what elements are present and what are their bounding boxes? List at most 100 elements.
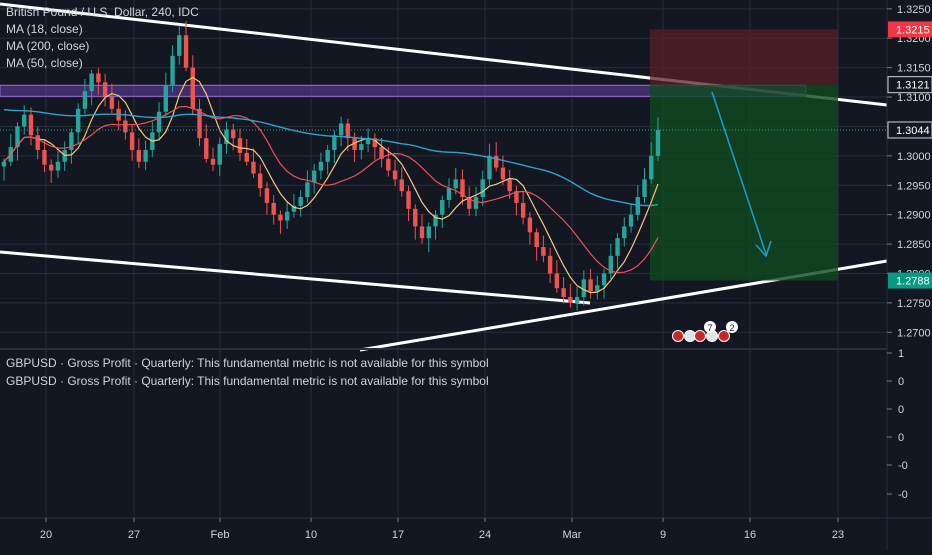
legend-ma50[interactable]: MA (50, close) (6, 56, 83, 70)
event-flag-icon (694, 330, 706, 342)
take-profit-zone (650, 84, 838, 281)
lower-pane-line-2: GBPUSD · Gross Profit · Quarterly: This … (6, 374, 489, 388)
candle-body (345, 123, 351, 139)
projection-arrow-line (711, 91, 767, 255)
candle-body (35, 135, 40, 150)
candle-body (527, 217, 533, 233)
lower-tick-label: 0 (898, 404, 904, 416)
candle-body (237, 138, 243, 153)
candle-body (224, 129, 229, 145)
time-tick-label: 24 (479, 529, 491, 541)
legend-ma18[interactable]: MA (18, close) (6, 22, 83, 36)
price-label-text: 1.3215 (896, 24, 930, 36)
candle-body (588, 279, 593, 292)
candle-body (406, 191, 411, 209)
price-tick-label: 1.2750 (897, 298, 931, 310)
candle-body (136, 149, 142, 162)
time-tick-label: 16 (744, 529, 756, 541)
candle-body (541, 247, 546, 256)
candle-body (55, 161, 61, 171)
candle-body (581, 279, 587, 298)
candle-body (608, 255, 614, 274)
candle-body (473, 197, 479, 209)
candle-body (143, 149, 148, 162)
candle-body (177, 35, 182, 56)
lower-tick-label: 0 (898, 432, 904, 444)
time-tick-label: Mar (563, 529, 582, 541)
price-label-box (887, 76, 932, 94)
candle-body (386, 158, 391, 171)
candle-body (622, 226, 627, 239)
time-tick-label: 9 (660, 529, 666, 541)
price-label-text: 1.2788 (896, 276, 930, 288)
candle-body (595, 285, 600, 292)
candle-body (440, 199, 445, 215)
candle-body (311, 170, 317, 183)
legend-symbol-title[interactable]: British Pound / U.S. Dollar, 240, IDC (6, 5, 199, 19)
candle-body (460, 179, 465, 198)
candle-body (649, 155, 654, 180)
event-count-badge (704, 321, 716, 333)
price-tick-label: 1.3100 (897, 92, 931, 104)
candle-body (534, 232, 539, 248)
candle-body (258, 173, 263, 189)
candle-body (635, 197, 640, 215)
candle-body (284, 211, 290, 221)
candle-body (372, 138, 378, 148)
candle-body (520, 202, 526, 218)
candle-body (574, 297, 580, 303)
candle-body (493, 155, 499, 168)
legend-ma200[interactable]: MA (200, close) (6, 39, 90, 53)
candle-body (507, 179, 512, 192)
candle-body (399, 179, 404, 192)
candle-body (244, 152, 249, 162)
candle-body (170, 55, 175, 86)
candle-body (264, 188, 270, 203)
lower-tick-label: -0 (898, 460, 908, 472)
candle-body (426, 226, 431, 239)
candle-body (446, 188, 452, 200)
projection-arrow-head (755, 240, 772, 258)
lower-tick-label: -0 (898, 489, 908, 501)
price-label-box (888, 272, 932, 289)
candle-body (642, 179, 647, 198)
price-tick-label: 1.3000 (897, 151, 931, 163)
candle-body (251, 161, 256, 174)
time-tick-label: 23 (832, 529, 844, 541)
lower-tick-label: 0 (898, 376, 904, 388)
candle-body (318, 161, 324, 171)
candle-body (271, 202, 276, 215)
candle-body (655, 129, 661, 156)
candle-body (22, 114, 27, 127)
price-label-text: 1.3044 (896, 125, 930, 137)
candle-body (514, 191, 519, 203)
event-count-label: 7 (707, 323, 712, 333)
candle-body (129, 132, 135, 150)
time-tick-label: 10 (305, 529, 317, 541)
candle-body (291, 205, 297, 212)
lower-pane-line-1: GBPUSD · Gross Profit · Quarterly: This … (6, 356, 489, 370)
candle-body (325, 149, 330, 162)
candle-body (305, 182, 310, 198)
candle-body (413, 208, 418, 227)
candle-body (217, 144, 222, 165)
event-flag-icon (672, 330, 684, 342)
event-flag-icon (684, 330, 696, 342)
ma18-line (3, 76, 659, 294)
stop-loss-zone (650, 29, 838, 85)
price-tick-label: 1.2700 (897, 327, 931, 339)
candle-body (1, 161, 7, 167)
candle-body (561, 288, 566, 298)
candle-body (419, 226, 425, 239)
candle-body (204, 138, 209, 159)
candle-body (42, 149, 47, 165)
candle-body (379, 147, 384, 159)
candle-body (392, 170, 398, 180)
candle-body (601, 273, 607, 286)
candle-body (190, 67, 195, 109)
candle-body (197, 108, 202, 139)
chart-legend: British Pound / U.S. Dollar, 240, IDC MA… (6, 4, 199, 72)
